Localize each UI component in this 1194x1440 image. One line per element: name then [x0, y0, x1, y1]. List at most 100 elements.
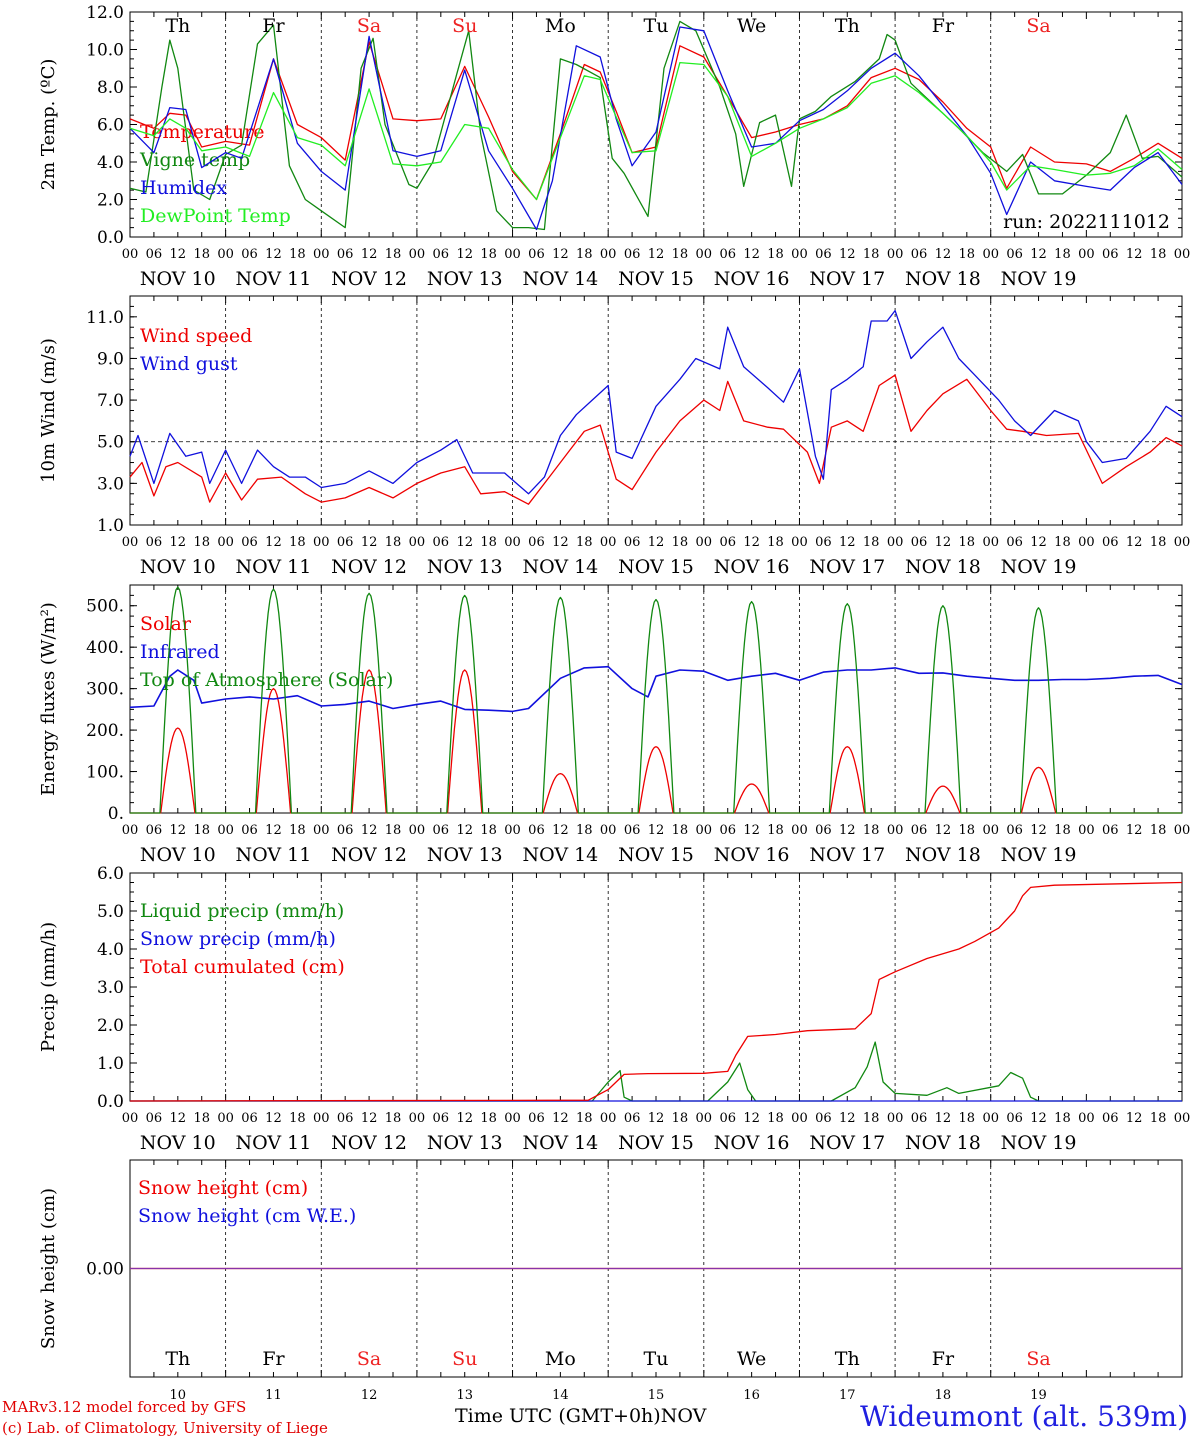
energy-hour-label: 06 [1006, 823, 1023, 838]
temperature-hour-label: 00 [122, 247, 139, 262]
precip-hour-label: 18 [289, 1111, 306, 1126]
energy-hour-label: 00 [409, 823, 426, 838]
wind-hour-label: 12 [648, 535, 665, 550]
wind-hour-label: 00 [409, 535, 426, 550]
precip-hour-label: 06 [146, 1111, 163, 1126]
precip-ytick-label: 2.0 [97, 1016, 124, 1036]
temperature-hour-label: 12 [1030, 247, 1047, 262]
snow-day-number: 18 [935, 1388, 952, 1403]
energy-hour-label: 18 [193, 823, 210, 838]
temperature-date-label: NOV 19 [1001, 268, 1077, 290]
snow-day-number: 16 [743, 1388, 760, 1403]
energy-date-label: NOV 17 [809, 844, 885, 866]
energy-hour-label: 12 [552, 823, 569, 838]
temperature-hour-label: 06 [528, 247, 545, 262]
wind-hour-label: 12 [1126, 535, 1143, 550]
precip-hour-label: 00 [1078, 1111, 1095, 1126]
wind-hour-label: 06 [337, 535, 354, 550]
energy-hour-label: 18 [767, 823, 784, 838]
precip-date-label: NOV 10 [140, 1132, 216, 1154]
temperature-hour-label: 18 [576, 247, 593, 262]
wind-hour-label: 12 [552, 535, 569, 550]
energy-hour-label: 12 [1030, 823, 1047, 838]
temperature-hour-label: 00 [696, 247, 713, 262]
energy-hour-label: 00 [504, 823, 521, 838]
energy-ytick-label: 500. [86, 597, 124, 617]
precip-hour-label: 06 [1006, 1111, 1023, 1126]
precip-hour-label: 12 [1030, 1111, 1047, 1126]
run-label: run: 2022111012 [1003, 211, 1170, 233]
wind-hour-label: 06 [624, 535, 641, 550]
wind-hour-label: 18 [1054, 535, 1071, 550]
wind-legend-1: Wind gust [140, 353, 238, 375]
energy-date-label: NOV 19 [1001, 844, 1077, 866]
temperature-hour-label: 00 [600, 247, 617, 262]
energy-hour-label: 18 [863, 823, 880, 838]
temperature-hour-label: 12 [265, 247, 282, 262]
energy-legend-0: Solar [140, 613, 192, 635]
snow-weekday-label: Th [165, 1348, 190, 1370]
precip-series-total-cumulated-cm [129, 881, 1183, 1102]
energy-series-infrared [129, 665, 1183, 713]
wind-hour-label: 12 [361, 535, 378, 550]
temperature-hour-label: 00 [313, 247, 330, 262]
precip-hour-label: 12 [265, 1111, 282, 1126]
temperature-hour-label: 06 [719, 247, 736, 262]
energy-hour-label: 12 [743, 823, 760, 838]
wind-date-label: NOV 17 [809, 556, 885, 578]
temperature-hour-label: 06 [337, 247, 354, 262]
temperature-ytick-label: 6.0 [97, 116, 124, 136]
precip-hour-label: 18 [672, 1111, 689, 1126]
energy-date-label: NOV 14 [522, 844, 598, 866]
snow-weekday-label: Tu [644, 1348, 669, 1370]
temperature-weekday-label: Sa [1026, 15, 1050, 37]
temperature-weekday-label: We [737, 15, 766, 37]
energy-hour-label: 00 [217, 823, 234, 838]
snow-ylabel: Snow height (cm) [38, 1188, 59, 1349]
energy-hour-label: 06 [815, 823, 832, 838]
wind-hour-label: 12 [456, 535, 473, 550]
wind-hour-label: 00 [122, 535, 139, 550]
precip-hour-label: 18 [959, 1111, 976, 1126]
energy-hour-label: 12 [1126, 823, 1143, 838]
snow-weekday-label: Sa [357, 1348, 381, 1370]
precip-hour-label: 06 [624, 1111, 641, 1126]
wind-hour-label: 00 [1174, 535, 1191, 550]
temperature-series-vigne-temp [129, 20, 1183, 231]
snow-weekday-label: Su [452, 1348, 477, 1370]
wind-hour-label: 00 [791, 535, 808, 550]
wind-frame [129, 295, 1183, 526]
temperature-legend-1: Vigne temp [139, 149, 250, 171]
temperature-weekday-label: Sa [357, 15, 381, 37]
temperature-hour-label: 12 [935, 247, 952, 262]
precip-ytick-label: 5.0 [97, 902, 124, 922]
energy-date-label: NOV 10 [140, 844, 216, 866]
wind-hour-label: 12 [743, 535, 760, 550]
energy-date-label: NOV 11 [236, 844, 312, 866]
temperature-weekday-label: Su [452, 15, 477, 37]
temperature-legend-2: Humidex [140, 177, 227, 199]
wind-series-wind-gust [129, 309, 1183, 495]
energy-hour-label: 00 [887, 823, 904, 838]
temperature-hour-label: 12 [361, 247, 378, 262]
snow-day-number: 11 [265, 1388, 282, 1403]
wind-hour-label: 00 [217, 535, 234, 550]
temperature-ytick-label: 12.0 [86, 3, 124, 23]
energy-hour-label: 06 [911, 823, 928, 838]
wind-hour-label: 00 [696, 535, 713, 550]
wind-hour-label: 12 [839, 535, 856, 550]
precip-date-label: NOV 19 [1001, 1132, 1077, 1154]
temperature-ytick-label: 10.0 [86, 41, 124, 61]
wind-date-label: NOV 11 [236, 556, 312, 578]
precip-hour-label: 00 [887, 1111, 904, 1126]
energy-hour-label: 12 [265, 823, 282, 838]
energy-date-label: NOV 13 [427, 844, 503, 866]
wind-hour-label: 00 [504, 535, 521, 550]
wind-date-label: NOV 13 [427, 556, 503, 578]
temperature-ytick-label: 2.0 [97, 191, 124, 211]
temperature-date-label: NOV 10 [140, 268, 216, 290]
temperature-hour-label: 12 [648, 247, 665, 262]
energy-ytick-label: 200. [86, 721, 124, 741]
temperature-hour-label: 06 [241, 247, 258, 262]
wind-hour-label: 06 [433, 535, 450, 550]
